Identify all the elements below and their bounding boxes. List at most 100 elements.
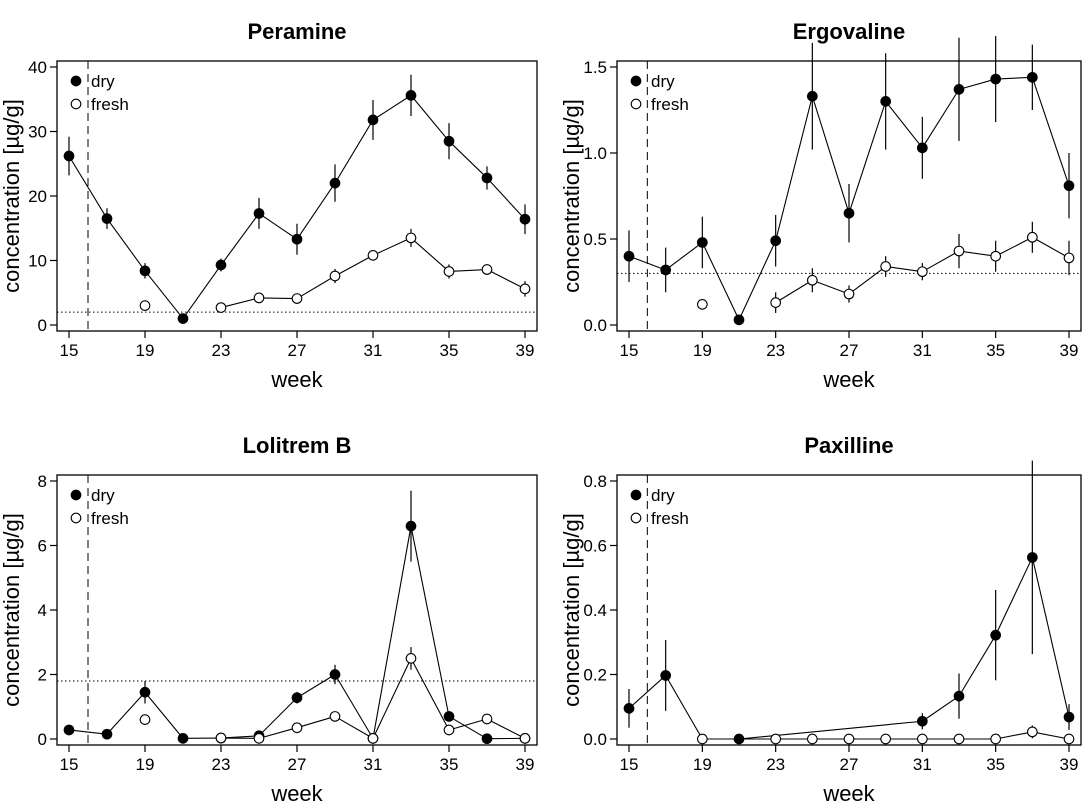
data-point-dry bbox=[405, 90, 417, 101]
series-line-segment bbox=[258, 697, 298, 737]
panel-paxilline: Paxilline week concentration [µg/g] dry … bbox=[559, 433, 1082, 806]
data-point-fresh bbox=[481, 264, 493, 275]
data-point-dry bbox=[177, 313, 189, 324]
data-point-dry bbox=[953, 690, 965, 702]
y-tick-label: 0 bbox=[38, 316, 47, 335]
x-tick-label: 15 bbox=[620, 755, 639, 774]
series-line-segment bbox=[995, 76, 1033, 80]
legend-marker-fresh bbox=[630, 98, 642, 110]
x-axis-label: week bbox=[822, 367, 875, 392]
data-point-dry bbox=[139, 686, 151, 698]
data-point-fresh bbox=[953, 733, 965, 745]
legend-label-fresh: fresh bbox=[91, 95, 129, 114]
data-point-fresh bbox=[953, 245, 965, 257]
data-point-fresh bbox=[843, 733, 855, 745]
plot-frame bbox=[56, 474, 538, 746]
series-line-segment bbox=[995, 236, 1033, 257]
x-tick-label: 27 bbox=[840, 755, 859, 774]
series-line-segment bbox=[958, 250, 996, 257]
data-point-dry bbox=[291, 692, 303, 704]
panel-peramine: Peramine week concentration [µg/g] dry f… bbox=[0, 19, 538, 392]
data-point-fresh bbox=[291, 722, 303, 734]
series-line-segment bbox=[448, 268, 488, 273]
data-point-dry bbox=[1063, 711, 1075, 723]
y-tick-label: 0.0 bbox=[583, 316, 607, 335]
x-tick-label: 27 bbox=[840, 341, 859, 360]
x-axis-label: week bbox=[270, 367, 323, 392]
data-point-dry bbox=[443, 135, 455, 147]
x-tick-label: 31 bbox=[913, 755, 932, 774]
data-point-dry bbox=[623, 703, 635, 714]
data-point-dry bbox=[733, 733, 745, 745]
series-line-segment bbox=[448, 140, 488, 179]
data-point-dry bbox=[990, 73, 1002, 85]
series-line-segment bbox=[334, 119, 374, 184]
series-line-segment bbox=[258, 212, 298, 240]
series-line-segment bbox=[812, 279, 850, 295]
data-point-dry bbox=[623, 250, 635, 262]
data-point-fresh bbox=[1026, 726, 1038, 738]
y-tick-label: 40 bbox=[28, 58, 47, 77]
data-point-fresh bbox=[916, 733, 928, 745]
data-point-fresh bbox=[1063, 733, 1075, 745]
series-line-segment bbox=[738, 240, 777, 321]
series-line-segment bbox=[182, 264, 222, 319]
data-point-dry bbox=[329, 177, 341, 189]
series-line-segment bbox=[410, 237, 450, 272]
data-point-dry bbox=[770, 235, 782, 247]
y-tick-label: 0.0 bbox=[583, 730, 607, 749]
y-axis-label: concentration [µg/g] bbox=[559, 513, 584, 707]
data-point-fresh bbox=[806, 733, 818, 745]
data-point-fresh bbox=[770, 733, 782, 745]
series-line-segment bbox=[921, 89, 960, 149]
y-tick-label: 0.4 bbox=[583, 601, 607, 620]
data-point-dry bbox=[953, 84, 965, 95]
y-tick-label: 0.8 bbox=[583, 472, 607, 491]
data-point-fresh bbox=[990, 250, 1002, 262]
x-tick-label: 19 bbox=[693, 341, 712, 360]
series-line-segment bbox=[296, 674, 336, 699]
x-tick-label: 39 bbox=[516, 755, 535, 774]
data-point-fresh bbox=[880, 733, 892, 745]
x-tick-label: 35 bbox=[440, 341, 459, 360]
series-line-segment bbox=[296, 182, 336, 240]
data-point-dry bbox=[733, 314, 745, 326]
legend-label-fresh: fresh bbox=[91, 509, 129, 528]
series-line-segment bbox=[1031, 557, 1070, 718]
series-line-segment bbox=[848, 101, 887, 214]
x-tick-label: 35 bbox=[986, 755, 1005, 774]
data-point-dry bbox=[63, 150, 75, 162]
data-point-dry bbox=[916, 142, 928, 154]
series-line-segment bbox=[68, 729, 108, 735]
series-line-segment bbox=[68, 155, 108, 219]
data-point-fresh bbox=[443, 724, 455, 736]
x-tick-label: 23 bbox=[212, 755, 231, 774]
legend-label-fresh: fresh bbox=[651, 509, 689, 528]
data-point-fresh bbox=[443, 266, 455, 277]
y-axis-label: concentration [µg/g] bbox=[559, 99, 584, 293]
data-point-dry bbox=[660, 670, 672, 681]
data-point-dry bbox=[990, 629, 1002, 641]
y-axis-label: concentration [µg/g] bbox=[0, 99, 24, 293]
series-line-segment bbox=[811, 96, 850, 214]
series-line-segment bbox=[958, 634, 997, 697]
chart-title: Paxilline bbox=[804, 433, 893, 458]
data-point-fresh bbox=[405, 653, 417, 664]
x-tick-label: 39 bbox=[516, 341, 535, 360]
legend-marker-dry bbox=[70, 75, 82, 87]
data-point-fresh bbox=[770, 297, 782, 308]
data-point-dry bbox=[806, 90, 818, 102]
y-tick-label: 20 bbox=[28, 187, 47, 206]
x-tick-label: 39 bbox=[1060, 341, 1079, 360]
series-line-segment bbox=[486, 177, 526, 220]
x-tick-label: 19 bbox=[136, 341, 155, 360]
series-line-segment bbox=[296, 275, 336, 300]
series-line-segment bbox=[144, 270, 184, 319]
data-point-dry bbox=[1026, 71, 1038, 83]
data-point-fresh bbox=[253, 733, 265, 744]
data-point-dry bbox=[329, 669, 341, 680]
y-tick-label: 2 bbox=[38, 666, 47, 685]
data-point-dry bbox=[177, 733, 189, 744]
series-line-segment bbox=[106, 691, 146, 735]
series-line-segment bbox=[628, 255, 666, 271]
